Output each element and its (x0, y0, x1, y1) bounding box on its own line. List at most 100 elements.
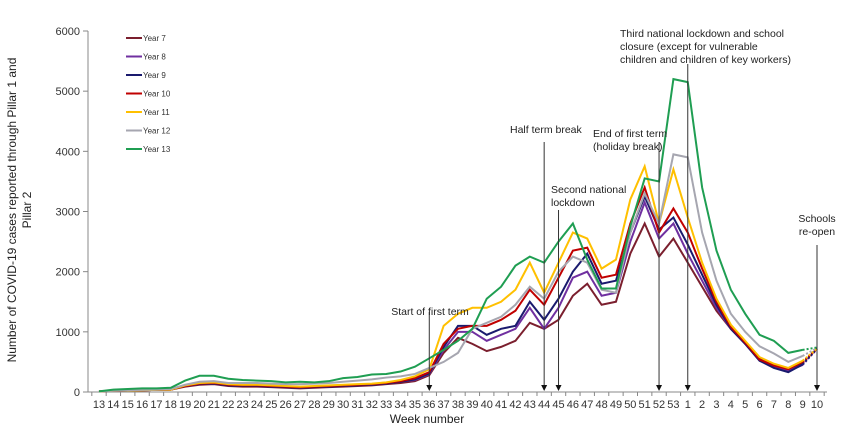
annotation-text: (holiday break) (593, 141, 662, 153)
x-tick-label: 14 (107, 399, 119, 411)
x-tick-label: 26 (280, 399, 292, 411)
y-axis-title-line2: Pillar 2 (20, 191, 34, 228)
arrow-head-icon (555, 385, 562, 391)
x-tick-label: 27 (294, 399, 306, 411)
x-tick-label: 48 (595, 399, 607, 411)
x-tick-label: 25 (265, 399, 277, 411)
arrow-head-icon (541, 385, 548, 391)
x-tick-label: 32 (366, 399, 378, 411)
x-tick-label: 35 (409, 399, 421, 411)
x-tick-label: 40 (481, 399, 493, 411)
x-tick-label: 52 (653, 399, 665, 411)
x-tick-label: 37 (438, 399, 450, 411)
x-tick-label: 46 (567, 399, 579, 411)
series-line (98, 199, 804, 393)
x-tick-label: 36 (423, 399, 435, 411)
arrow-head-icon (426, 385, 433, 391)
series-line (98, 153, 804, 393)
x-tick-label: 1 (685, 399, 691, 411)
x-tick-label: 21 (208, 399, 220, 411)
legend-item: Year 12 (126, 127, 171, 136)
x-tick-label: 43 (524, 399, 536, 411)
annotation-text: re-open (799, 226, 835, 238)
projection-line (801, 348, 818, 366)
x-tick-label: 38 (452, 399, 464, 411)
annotation-half: Half term break (510, 124, 583, 391)
annotation-text: Schools (798, 213, 835, 225)
x-tick-label: 39 (466, 399, 478, 411)
x-tick-label: 13 (93, 399, 105, 411)
legend: Year 7 Year 8 Year 9 Year 10 Year 11 Year 12 Y… (126, 34, 171, 154)
y-tick-label: 4000 (56, 146, 80, 158)
annotations: Start of first term Half term break Second… (391, 28, 836, 391)
y-tick-label: 6000 (56, 26, 80, 38)
annotation-text: Second national (551, 184, 626, 196)
legend-item: Year 11 (126, 108, 170, 117)
x-tick-label: 51 (639, 399, 651, 411)
legend-item: Year 8 (126, 53, 166, 62)
y-axis-title-line1: Number of COVID-19 cases reported throug… (5, 58, 19, 363)
legend-label: Year 10 (143, 90, 171, 99)
annotation-end: End of first term(holiday break) (593, 128, 667, 391)
x-tick-label: 33 (380, 399, 392, 411)
series-line (98, 193, 804, 393)
x-tick-label: 4 (728, 399, 734, 411)
x-tick-label: 16 (136, 399, 148, 411)
legend-label: Year 13 (143, 145, 171, 154)
series-line (98, 163, 804, 393)
x-tick-label: 10 (811, 399, 823, 411)
x-tick-label: 15 (122, 399, 134, 411)
y-tick-label: 2000 (56, 267, 80, 279)
x-tick-label: 34 (394, 399, 406, 411)
x-tick-label: 41 (495, 399, 507, 411)
annotation-text: lockdown (551, 197, 595, 209)
legend-label: Year 9 (143, 71, 166, 80)
annotation-text: Half term break (510, 124, 583, 136)
annotation-text: Start of first term (391, 306, 469, 318)
legend-item: Year 7 (126, 34, 166, 43)
x-tick-label: 22 (222, 399, 234, 411)
annotation-text: Third national lockdown and school (620, 28, 784, 40)
legend-label: Year 7 (143, 34, 166, 43)
legend-item: Year 9 (126, 71, 166, 80)
y-tick-label: 3000 (56, 207, 80, 219)
x-tick-label: 8 (785, 399, 791, 411)
x-tick-label: 31 (351, 399, 363, 411)
projection-line (801, 347, 818, 362)
arrow-head-icon (684, 385, 691, 391)
annotation-third: Third national lockdown and schoolclosur… (620, 28, 791, 391)
series-year-11 (98, 163, 818, 393)
series-year-12 (98, 153, 818, 393)
series-line (98, 184, 804, 393)
x-tick-label: 20 (193, 399, 205, 411)
x-tick-label: 44 (538, 399, 550, 411)
x-tick-label: 17 (150, 399, 162, 411)
series-layer (98, 77, 818, 393)
series-year-13 (98, 77, 818, 393)
legend-item: Year 10 (126, 90, 171, 99)
x-tick-label: 30 (337, 399, 349, 411)
x-tick-label: 18 (165, 399, 177, 411)
x-tick-label: 28 (308, 399, 320, 411)
annotation-text: children and children of key workers) (620, 54, 791, 66)
x-tick-label: 45 (552, 399, 564, 411)
x-tick-label: 7 (771, 399, 777, 411)
annotation-text: closure (except for vulnerable (620, 41, 758, 53)
arrow-head-icon (656, 385, 663, 391)
legend-label: Year 8 (143, 53, 166, 62)
annotation-text: End of first term (593, 128, 667, 140)
arrow-head-icon (814, 385, 820, 391)
x-tick-label: 53 (667, 399, 679, 411)
y-tick-label: 5000 (56, 86, 80, 98)
x-axis-title: Week number (390, 412, 464, 426)
x-tick-label: 23 (236, 399, 248, 411)
x-tick-label: 50 (624, 399, 636, 411)
x-tick-label: 2 (699, 399, 705, 411)
x-tick-label: 24 (251, 399, 263, 411)
x-tick-label: 29 (323, 399, 335, 411)
x-tick-label: 49 (610, 399, 622, 411)
